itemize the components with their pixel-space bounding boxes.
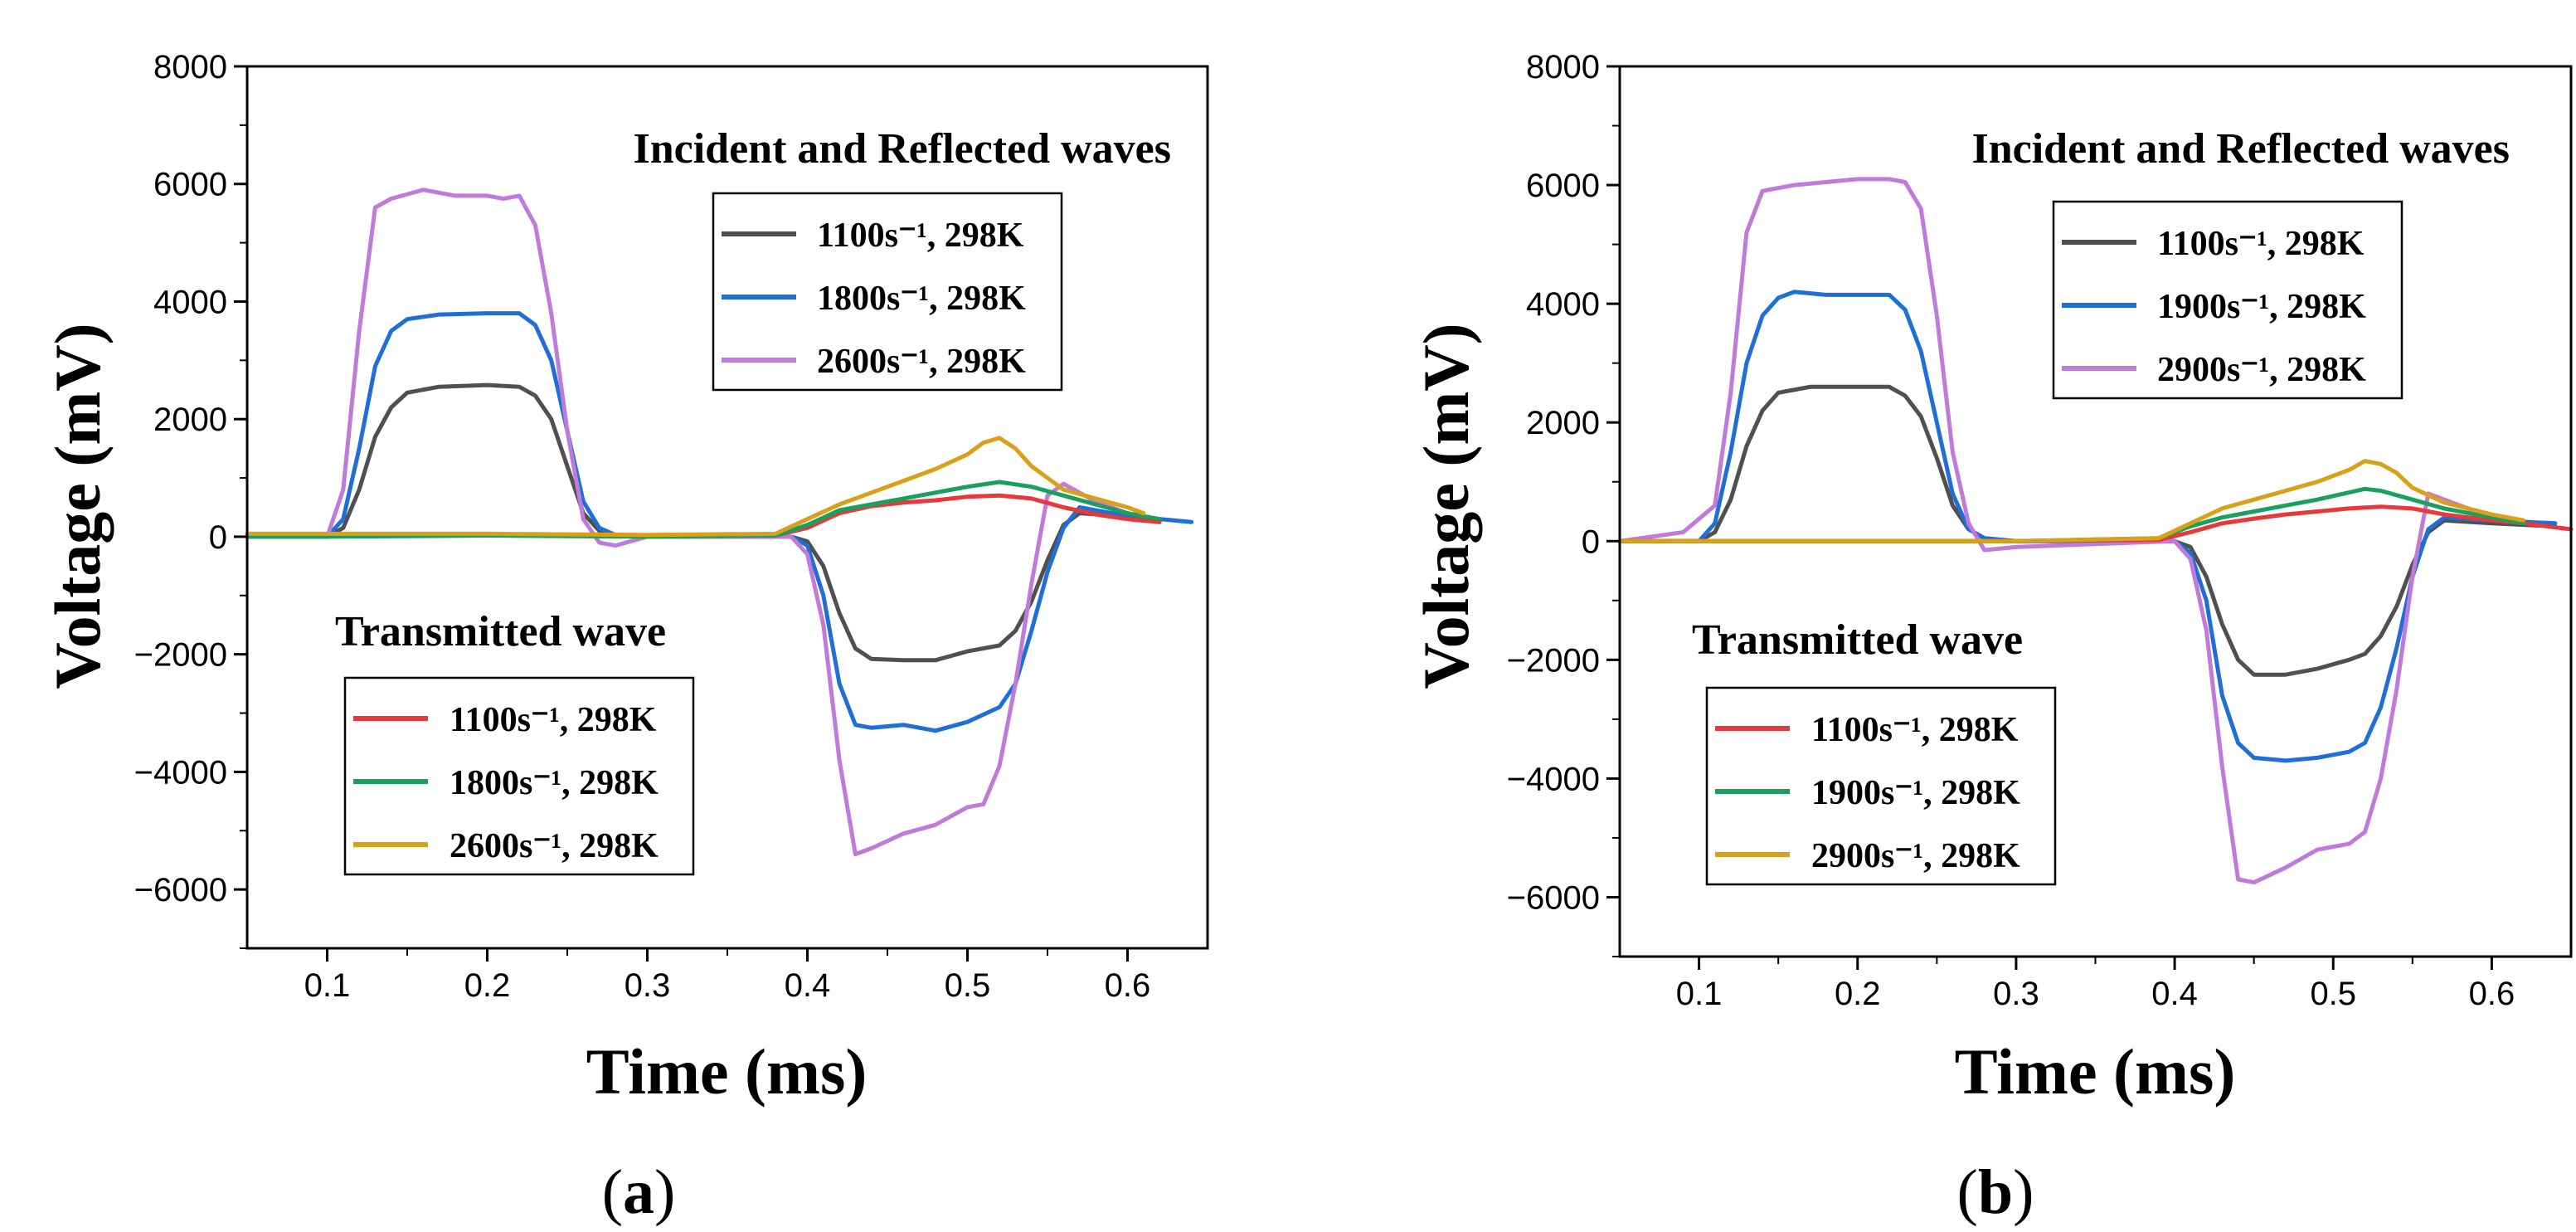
x-tick-label: 0.2 (464, 967, 511, 1004)
plot-area: 0.1 0.2 0.3 0.4 0.5 0.6 8000 6000 4000 2000 0 −2000… (134, 49, 1209, 1004)
incident-reflected-title: Incident and Reflected waves (1971, 125, 2510, 173)
transmitted-title: Transmitted wave (1692, 616, 2023, 664)
legend-label: 1900s⁻¹, 298K (1811, 774, 2020, 812)
y-tick-label: −4000 (134, 754, 227, 791)
y-tick-label: 0 (209, 519, 227, 556)
legend-entry: 1800s⁻¹, 298K (722, 280, 1026, 318)
incident-legend-box (712, 192, 1063, 392)
y-tick-label: 8000 (1526, 49, 1600, 85)
series-line (1617, 177, 2494, 885)
legend-entry: 1800s⁻¹, 298K (353, 764, 659, 802)
legend-entry: 2600s⁻¹, 298K (722, 343, 1026, 381)
series-line (1617, 459, 2526, 543)
legend-label: 2600s⁻¹, 298K (450, 827, 659, 865)
legend-entry: 1100s⁻¹, 298K (1715, 711, 2019, 749)
x-tick-label: 0.3 (1993, 976, 2039, 1012)
legend-entry: 1100s⁻¹, 298K (722, 217, 1024, 255)
transmitted-title: Transmitted wave (335, 608, 666, 655)
panel-label-a: (a) (602, 1157, 676, 1227)
y-tick-label: 0 (1582, 523, 1600, 560)
panel-b: 0.1 0.2 0.3 0.4 0.5 0.6 8000 6000 4000 2000 0 −2000… (1410, 49, 2574, 1227)
transmitted-legend-box (1705, 686, 2057, 886)
incident-legend-box (2052, 200, 2403, 400)
x-tick-label: 0.5 (2310, 976, 2356, 1012)
y-axis-title: Voltage (mV) (41, 323, 114, 689)
y-tick-label: 6000 (1526, 168, 1600, 204)
legend-entry: 1100s⁻¹, 298K (353, 701, 657, 739)
x-axis-title: Time (ms) (1955, 1035, 2236, 1108)
transmitted-legend-box (343, 676, 695, 876)
y-tick-label: −2000 (1507, 642, 1600, 679)
panel-label-b: (b) (1957, 1157, 2034, 1227)
legend-label: 1100s⁻¹, 298K (1811, 711, 2019, 749)
legend-label: 1900s⁻¹, 298K (2157, 288, 2366, 326)
legend-entry: 1900s⁻¹, 298K (2062, 288, 2366, 326)
x-tick-label: 0.1 (304, 967, 351, 1004)
x-tick-label: 0.6 (1105, 967, 1151, 1004)
legend-label: 2900s⁻¹, 298K (2157, 351, 2366, 389)
y-tick-label: −6000 (134, 872, 227, 908)
y-tick-label: 6000 (153, 167, 227, 203)
legend-label: 1100s⁻¹, 298K (817, 217, 1024, 255)
legend-entry: 1100s⁻¹, 298K (2062, 225, 2365, 263)
y-tick-label: 8000 (153, 49, 227, 85)
legend-label: 2900s⁻¹, 298K (1811, 837, 2020, 875)
x-axis-title: Time (ms) (586, 1035, 868, 1108)
legend-entry: 2900s⁻¹, 298K (1715, 837, 2020, 875)
panel-letter: a (623, 1157, 654, 1227)
legend-entry: 1900s⁻¹, 298K (1715, 774, 2020, 812)
x-tick-label: 0.5 (945, 967, 991, 1004)
x-tick-label: 0.3 (625, 967, 671, 1004)
x-tick-label: 0.2 (1835, 976, 1881, 1012)
y-tick-label: 2000 (1526, 405, 1600, 441)
x-tick-label: 0.4 (785, 967, 831, 1004)
incident-reflected-title: Incident and Reflected waves (633, 125, 1171, 173)
legend-label: 2600s⁻¹, 298K (817, 343, 1026, 381)
panel-a: 0.1 0.2 0.3 0.4 0.5 0.6 8000 6000 4000 2000 0 −2000… (41, 49, 1209, 1227)
y-axis-title: Voltage (mV) (1410, 323, 1482, 689)
x-tick-label: 0.1 (1676, 976, 1723, 1012)
legend-label: 1100s⁻¹, 298K (2157, 225, 2365, 263)
y-tick-label: −6000 (1507, 879, 1600, 916)
plot-area: 0.1 0.2 0.3 0.4 0.5 0.6 8000 6000 4000 2000 0 −2000… (1507, 49, 2574, 1012)
y-tick-label: 4000 (1526, 286, 1600, 323)
legend-entry: 2600s⁻¹, 298K (353, 827, 659, 865)
x-tick-label: 0.4 (2151, 976, 2198, 1012)
legend-label: 1800s⁻¹, 298K (817, 280, 1026, 318)
y-tick-label: −4000 (1507, 761, 1600, 797)
series-line (245, 436, 1146, 538)
panel-letter: b (1978, 1157, 2013, 1227)
legend-label: 1800s⁻¹, 298K (450, 764, 659, 802)
x-tick-label: 0.6 (2469, 976, 2515, 1012)
legend-entry: 2900s⁻¹, 298K (2062, 351, 2366, 389)
y-tick-label: 4000 (153, 284, 227, 320)
y-tick-label: −2000 (134, 637, 227, 674)
legend-label: 1100s⁻¹, 298K (450, 701, 657, 739)
y-tick-label: 2000 (153, 402, 227, 438)
